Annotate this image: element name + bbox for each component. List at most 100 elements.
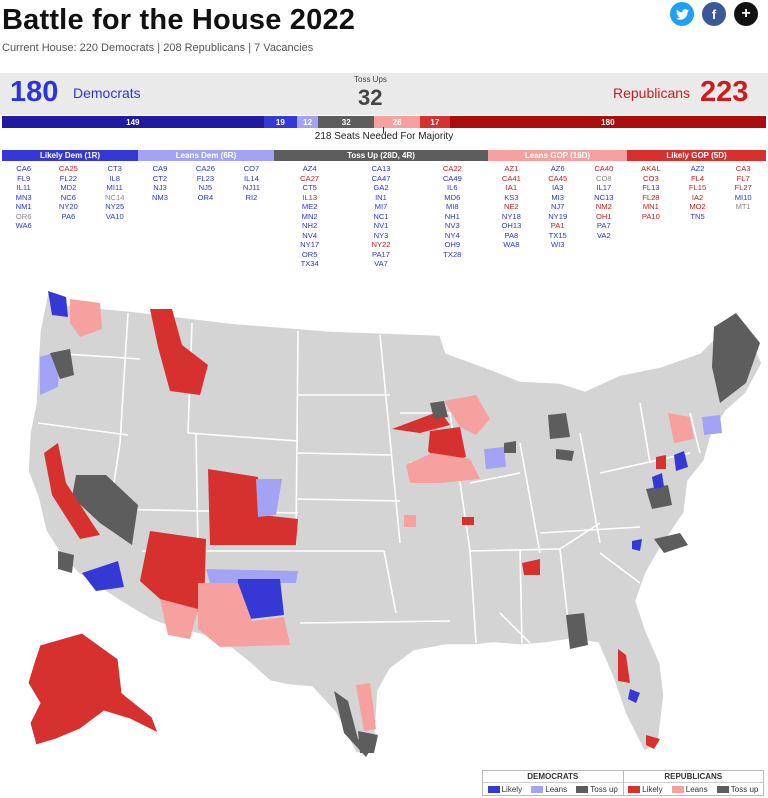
district-code[interactable]: CA40 (594, 164, 614, 173)
district-code[interactable]: CA3 (735, 164, 751, 173)
district-code[interactable]: CA26 (195, 164, 215, 173)
district-code[interactable]: FL4 (691, 173, 705, 183)
district-code[interactable]: CA22 (442, 164, 462, 173)
district-code[interactable]: TX28 (443, 249, 462, 259)
district-code[interactable]: FL27 (734, 183, 752, 192)
district-code[interactable]: WI3 (550, 240, 565, 249)
district-code[interactable]: NJ7 (550, 202, 565, 211)
district-code[interactable]: TX15 (548, 230, 567, 240)
district-code[interactable]: CO8 (596, 173, 612, 183)
facebook-icon[interactable]: f (702, 2, 726, 26)
district-code[interactable]: MO2 (689, 202, 706, 211)
district-code[interactable]: TN5 (690, 211, 705, 221)
twitter-icon[interactable] (670, 2, 694, 26)
district-code[interactable]: IA2 (691, 192, 704, 202)
district-code[interactable]: MI3 (551, 192, 565, 202)
district-code[interactable]: MN3 (15, 192, 32, 202)
district-code[interactable]: MN1 (642, 202, 659, 211)
district-code[interactable]: PA1 (550, 221, 565, 230)
district-code[interactable]: NH2 (302, 221, 318, 230)
district-code[interactable]: PA6 (61, 211, 76, 221)
district-code[interactable]: IL17 (596, 183, 612, 192)
district-code[interactable]: NY22 (371, 240, 391, 249)
district-code[interactable]: NJ11 (242, 183, 261, 192)
district-code[interactable]: GA2 (373, 183, 389, 192)
district-code[interactable]: NH1 (444, 211, 460, 221)
district-code[interactable]: NJ5 (198, 183, 213, 192)
district-code[interactable]: OR5 (301, 249, 318, 259)
district-code[interactable]: CA49 (442, 173, 462, 183)
district-code[interactable]: PA8 (504, 230, 519, 240)
district-code[interactable]: MT1 (735, 202, 751, 211)
district-code[interactable]: MI7 (374, 202, 388, 211)
district-code[interactable]: CA25 (58, 164, 78, 173)
district-code[interactable]: NC13 (594, 192, 614, 202)
district-code[interactable]: KS3 (504, 192, 519, 202)
district-code[interactable]: NC6 (60, 192, 76, 202)
district-code[interactable]: VA2 (596, 230, 611, 240)
district-code[interactable]: OR6 (15, 211, 32, 221)
district-code[interactable]: PA10 (641, 211, 660, 221)
district-code[interactable]: AZ4 (302, 164, 317, 173)
district-code[interactable]: AZ1 (504, 164, 519, 173)
district-code[interactable]: NY20 (58, 202, 78, 211)
district-code[interactable]: CA13 (371, 164, 391, 173)
district-code[interactable]: AKAL (641, 164, 661, 173)
district-code[interactable]: IN1 (375, 192, 387, 202)
district-code[interactable]: AZ6 (550, 164, 565, 173)
plus-icon[interactable]: + (734, 2, 758, 26)
district-code[interactable]: IL13 (302, 192, 318, 202)
district-code[interactable]: FL28 (642, 192, 660, 202)
district-code[interactable]: NM2 (595, 202, 612, 211)
district-code[interactable]: NV3 (444, 221, 460, 230)
district-code[interactable]: FL13 (642, 183, 660, 192)
district-code[interactable]: OR4 (197, 192, 214, 202)
district-code[interactable]: NC1 (373, 211, 389, 221)
district-code[interactable]: CA41 (501, 173, 521, 183)
district-code[interactable]: NY17 (300, 240, 320, 249)
district-code[interactable]: ME2 (301, 202, 318, 211)
district-code[interactable]: NY19 (548, 211, 568, 221)
district-code[interactable]: NM1 (15, 202, 32, 211)
district-code[interactable]: VA7 (374, 259, 388, 268)
district-code[interactable]: MI8 (445, 202, 459, 211)
district-code[interactable]: CT3 (107, 164, 122, 173)
district-code[interactable]: CA47 (371, 173, 391, 183)
district-code[interactable]: VA10 (105, 211, 124, 221)
district-code[interactable]: CT5 (302, 183, 317, 192)
district-code[interactable]: MN2 (301, 211, 318, 221)
district-code[interactable]: NV1 (373, 221, 389, 230)
district-code[interactable]: FL15 (688, 183, 707, 192)
district-code[interactable]: CO7 (243, 164, 260, 173)
district-code[interactable]: NY4 (444, 230, 460, 240)
district-code[interactable]: PA7 (596, 221, 611, 230)
district-code[interactable]: OH9 (444, 240, 461, 249)
district-code[interactable]: TX34 (300, 259, 319, 268)
district-code[interactable]: MI11 (106, 183, 123, 192)
district-code[interactable]: IA1 (505, 183, 518, 192)
district-code[interactable]: CO3 (643, 173, 659, 183)
district-code[interactable]: CA27 (300, 173, 320, 183)
district-code[interactable]: CA9 (152, 164, 168, 173)
district-code[interactable]: RI2 (245, 192, 258, 202)
district-code[interactable]: FL9 (17, 173, 31, 183)
district-code[interactable]: IL11 (16, 183, 31, 192)
district-code[interactable]: MD6 (444, 192, 461, 202)
district-code[interactable]: MD2 (60, 183, 77, 192)
district-code[interactable]: NC14 (105, 192, 125, 202)
district-code[interactable]: MI10 (734, 192, 752, 202)
district-code[interactable]: FL22 (59, 173, 78, 183)
district-code[interactable]: FL7 (736, 173, 750, 183)
district-code[interactable]: OH13 (501, 221, 522, 230)
district-code[interactable]: AZ2 (690, 164, 705, 173)
district-code[interactable]: WA6 (15, 221, 32, 230)
district-code[interactable]: PA17 (371, 249, 390, 259)
district-code[interactable]: NE2 (503, 202, 519, 211)
district-code[interactable]: NV4 (302, 230, 318, 240)
district-code[interactable]: CA45 (548, 173, 568, 183)
district-code[interactable]: NJ3 (153, 183, 167, 192)
district-code[interactable]: CA6 (16, 164, 32, 173)
district-code[interactable]: NM3 (151, 192, 168, 202)
district-code[interactable]: FL23 (196, 173, 215, 183)
district-code[interactable]: NY25 (105, 202, 125, 211)
